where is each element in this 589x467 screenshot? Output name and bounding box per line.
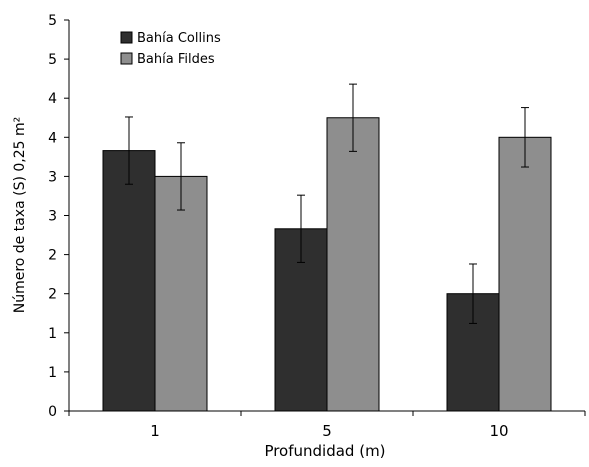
y-axis-title: Número de taxa (S) 0,25 m² [12, 117, 28, 314]
bar-bah-a-fildes-10 [498, 136, 552, 412]
legend: Bahía Collins Bahía Fildes [120, 31, 221, 67]
bar-bah-a-collins-1 [102, 150, 156, 412]
y-tick-label: 1 [48, 326, 57, 342]
y-tick-label: 4 [48, 91, 57, 107]
bar-bah-a-fildes-5 [326, 117, 380, 412]
legend-label: Bahía Fildes [137, 52, 215, 67]
y-tick-label: 1 [48, 365, 57, 381]
y-tick-label: 3 [48, 209, 57, 225]
error-bars [125, 83, 529, 324]
bars [102, 117, 552, 412]
y-tick-label: 2 [48, 248, 57, 264]
legend-swatch [120, 31, 133, 44]
y-tick-label: 4 [48, 130, 57, 146]
y-tick-label: 0 [48, 404, 57, 420]
bar-bah-a-fildes-1 [154, 175, 208, 412]
x-axis-title: Profundidad (m) [264, 442, 385, 460]
legend-swatch [120, 52, 133, 65]
y-tick-label: 5 [48, 13, 57, 29]
y-axis: 0 1 1 2 2 3 3 4 4 5 5 [48, 13, 70, 420]
x-axis: 1 5 10 [68, 410, 586, 440]
legend-label: Bahía Collins [137, 31, 221, 46]
y-tick-label: 5 [48, 52, 57, 68]
x-tick-label: 1 [150, 422, 160, 440]
y-tick-label: 2 [48, 287, 57, 303]
x-tick-label: 5 [322, 422, 332, 440]
x-tick-label: 10 [489, 422, 508, 440]
y-tick-label: 3 [48, 169, 57, 185]
